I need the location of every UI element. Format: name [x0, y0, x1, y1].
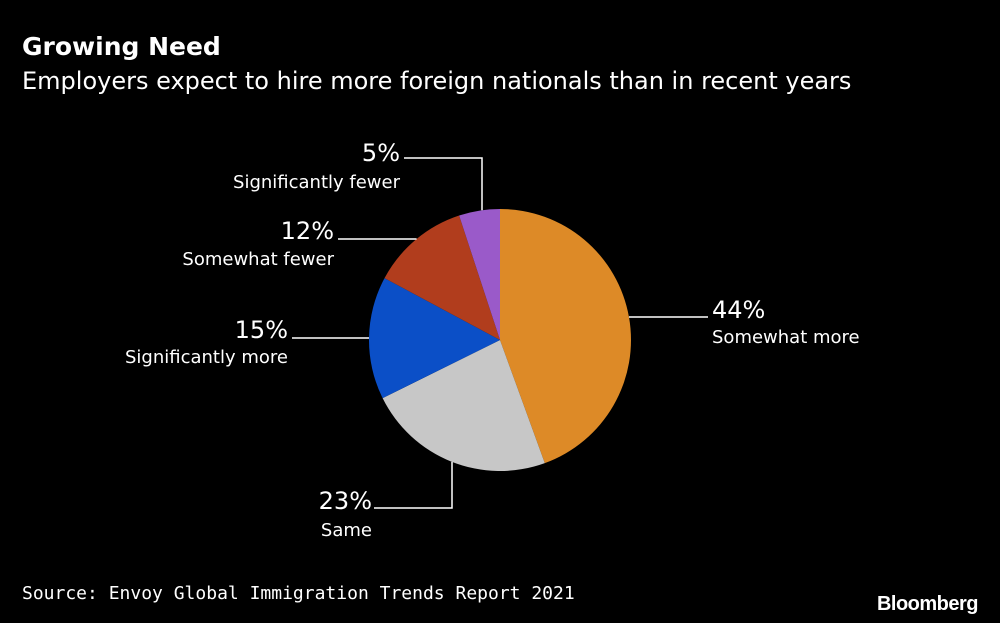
slice-category-label: Significantly fewer: [233, 172, 401, 193]
slice-value-label: 12%: [281, 217, 334, 245]
slice-value-label: 44%: [712, 296, 765, 324]
pie-slice-significantly-fewer: [459, 208, 500, 340]
slice-value-label: 5%: [362, 139, 400, 167]
slice-value-label: 23%: [319, 487, 372, 515]
pie-slice-somewhat-fewer: [384, 215, 500, 340]
bloomberg-logo: Bloomberg: [876, 593, 979, 615]
leader-line: [404, 157, 483, 211]
source-note: Source: Envoy Global Immigration Trends …: [22, 583, 575, 604]
slice-category-label: Significantly more: [125, 347, 288, 368]
slice-value-label: 15%: [235, 316, 288, 344]
pie-slice-somewhat-more: [500, 209, 631, 464]
chart-title: Growing Need: [22, 32, 221, 61]
pie-slice-same: [382, 340, 545, 471]
leader-line: [374, 461, 453, 509]
slice-category-label: Same: [321, 520, 372, 541]
chart-subtitle: Employers expect to hire more foreign na…: [22, 67, 852, 95]
slice-category-label: Somewhat fewer: [182, 249, 334, 270]
pie-slice-significantly-more: [368, 278, 500, 399]
slice-category-label: Somewhat more: [712, 327, 860, 348]
leader-lines: [292, 157, 708, 509]
slice-labels: 44% Somewhat more 23% Same 15% Significantly …: [125, 139, 860, 541]
pie-slices: [368, 208, 631, 471]
